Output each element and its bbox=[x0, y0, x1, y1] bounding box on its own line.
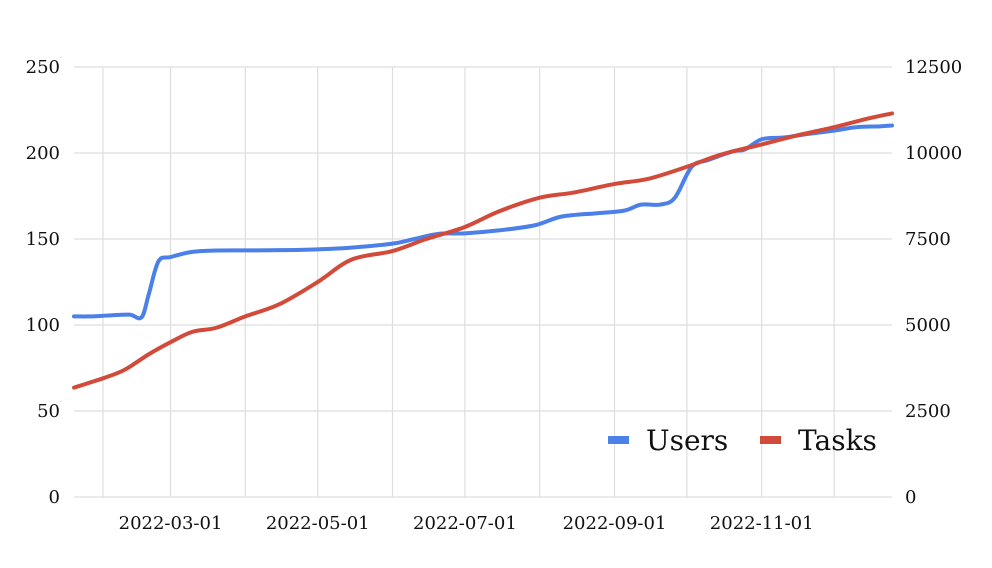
left-y-tick-label: 250 bbox=[26, 57, 60, 78]
right-y-tick-label: 2500 bbox=[905, 401, 951, 422]
left-y-tick-label: 100 bbox=[26, 315, 60, 336]
legend-swatch-users bbox=[608, 436, 629, 444]
x-tick-label: 2022-07-01 bbox=[413, 513, 517, 534]
right-y-tick-label: 10000 bbox=[905, 143, 962, 164]
left-y-tick-label: 200 bbox=[26, 143, 60, 164]
right-y-tick-label: 0 bbox=[905, 487, 916, 508]
left-y-tick-label: 0 bbox=[49, 487, 60, 508]
right-y-tick-label: 12500 bbox=[905, 57, 962, 78]
right-y-tick-label: 7500 bbox=[905, 229, 951, 250]
left-axis-ticks: 0 50 100 150 200 250 bbox=[26, 57, 60, 508]
legend-label-tasks: Tasks bbox=[798, 424, 877, 457]
grid-lines bbox=[74, 66, 892, 498]
left-y-tick-label: 150 bbox=[26, 229, 60, 250]
right-axis-ticks: 0 2500 5000 7500 10000 12500 bbox=[905, 57, 962, 508]
series-lines bbox=[72, 111, 894, 390]
x-tick-label: 2022-05-01 bbox=[266, 513, 370, 534]
series-line-tasks bbox=[72, 111, 894, 390]
legend-label-users: Users bbox=[646, 424, 728, 457]
x-axis-ticks: 2022-03-01 2022-05-01 2022-07-01 2022-09-01… bbox=[119, 513, 814, 534]
right-y-tick-label: 5000 bbox=[905, 315, 951, 336]
legend: Users Tasks bbox=[608, 424, 877, 457]
x-tick-label: 2022-11-01 bbox=[710, 513, 814, 534]
series-line-users bbox=[72, 123, 894, 321]
x-tick-label: 2022-03-01 bbox=[119, 513, 223, 534]
left-y-tick-label: 50 bbox=[37, 401, 60, 422]
x-tick-label: 2022-09-01 bbox=[563, 513, 667, 534]
legend-swatch-tasks bbox=[760, 436, 781, 444]
